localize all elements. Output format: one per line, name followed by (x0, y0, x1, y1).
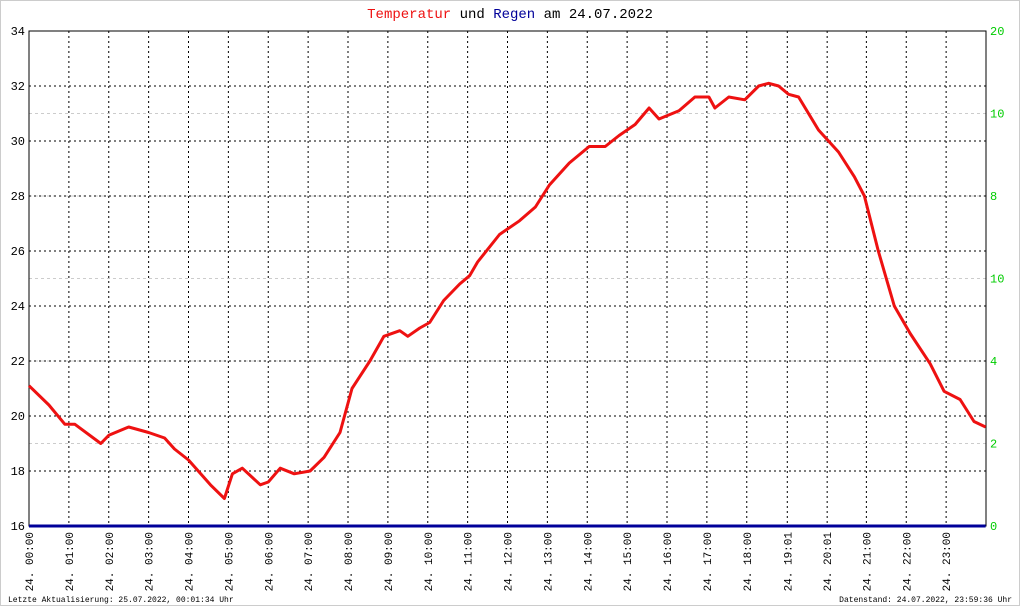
y-tick-label: 26 (11, 245, 25, 259)
x-tick-label: 24. 06:00 (264, 532, 276, 591)
y2-tick-label: 10 (990, 273, 1004, 287)
x-tick-label: 24. 23:00 (942, 532, 954, 591)
x-tick-label: 24. 05:00 (224, 532, 236, 591)
series-line (27, 81, 987, 500)
x-tick-label: 24. 16:00 (663, 532, 675, 591)
x-tick-label: 24. 15:00 (623, 532, 635, 591)
y-tick-label: 20 (11, 410, 25, 424)
x-tick-label: 24. 13:00 (543, 532, 555, 591)
x-tick-label: 24. 03:00 (145, 532, 157, 591)
footer-left: Letzte Aktualisierung: 25.07.2022, 00:01… (8, 596, 234, 605)
y2-tick-label: 10 (990, 108, 1004, 122)
chart-title: Temperatur und Regen am 24.07.2022 (367, 7, 653, 23)
x-tick-label: 24. 22:00 (902, 532, 914, 591)
y-tick-label: 16 (11, 520, 25, 534)
title-date: am 24.07.2022 (544, 7, 653, 23)
title-series: Regen (493, 7, 535, 23)
x-tick-label: 24. 10:00 (424, 532, 436, 591)
x-tick-label: 24. 18:00 (743, 532, 755, 591)
x-tick-label: 24. 14:00 (583, 532, 595, 591)
x-tick-label: 24. 01:00 (65, 532, 77, 591)
y-tick-label: 32 (11, 80, 25, 94)
x-tick-label: 24. 07:00 (304, 532, 316, 591)
y2-tick-label: 2 (990, 438, 997, 452)
x-tick-label: 24. 17:00 (703, 532, 715, 591)
y-tick-label: 30 (11, 135, 25, 149)
y-tick-label: 34 (11, 25, 25, 39)
y2-tick-label: 8 (990, 190, 997, 204)
title-word: und (460, 7, 485, 23)
x-tick-label: 24. 19:01 (783, 532, 795, 592)
y-tick-label: 22 (11, 355, 25, 369)
y2-tick-label: 0 (990, 520, 997, 534)
y-tick-label: 24 (11, 300, 25, 314)
x-tick-label: 24. 00:00 (25, 532, 37, 591)
x-tick-label: 24. 21:00 (862, 532, 874, 591)
x-tick-label: 24. 04:00 (185, 532, 197, 591)
y2-tick-label: 4 (990, 355, 997, 369)
x-tick-label: 24. 08:00 (344, 532, 356, 591)
footer-right: Datenstand: 24.07.2022, 23:59:36 Uhr (839, 596, 1012, 605)
y2-tick-label: 20 (990, 25, 1004, 39)
x-tick-label: 24. 20:01 (823, 532, 835, 592)
x-tick-label: 24. 12:00 (504, 532, 516, 591)
title-series: Temperatur (367, 7, 451, 23)
x-tick-label: 24. 02:00 (105, 532, 117, 591)
x-tick-label: 24. 11:00 (464, 532, 476, 591)
x-tick-label: 24. 09:00 (384, 532, 396, 591)
y-tick-label: 18 (11, 465, 25, 479)
y-tick-label: 28 (11, 190, 25, 204)
